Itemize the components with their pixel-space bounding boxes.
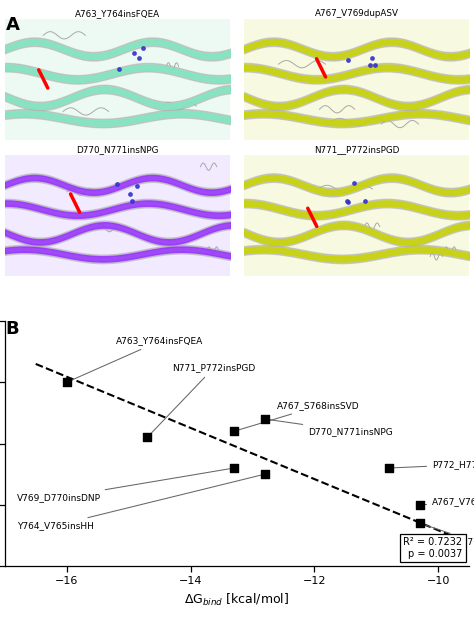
Point <box>350 178 358 188</box>
Point <box>127 189 134 199</box>
Point <box>344 197 352 207</box>
Point <box>344 55 351 65</box>
X-axis label: ΔG$_{bind}$ [kcal/mol]: ΔG$_{bind}$ [kcal/mol] <box>184 592 290 608</box>
Text: A767_V769dupASV: A767_V769dupASV <box>422 498 474 507</box>
Point <box>63 378 71 388</box>
Point <box>416 518 423 528</box>
Point <box>366 60 374 70</box>
Point <box>371 60 378 70</box>
Text: P772_H773insHV: P772_H773insHV <box>392 460 474 469</box>
Point <box>230 463 237 473</box>
Point <box>133 180 140 190</box>
Title: A763_Y764insFQEA: A763_Y764insFQEA <box>75 9 160 18</box>
Text: D770_N771insNPH: D770_N771insNPH <box>422 524 474 546</box>
Point <box>344 196 351 206</box>
Point <box>135 53 143 63</box>
Title: A767_V769dupASV: A767_V769dupASV <box>315 9 399 18</box>
Text: Y764_V765insHH: Y764_V765insHH <box>17 475 262 530</box>
Point <box>416 500 423 510</box>
Point <box>261 469 269 479</box>
Text: N771_P772insPGD: N771_P772insPGD <box>149 363 255 435</box>
Title: N771__P772insPGD: N771__P772insPGD <box>314 145 399 154</box>
Point <box>368 53 376 63</box>
Text: B: B <box>6 320 19 338</box>
Text: A: A <box>6 16 19 34</box>
Text: R² = 0.7232
p = 0.0037: R² = 0.7232 p = 0.0037 <box>403 537 462 559</box>
Point <box>261 414 269 424</box>
Point <box>362 197 369 207</box>
Point <box>114 179 121 189</box>
Point <box>116 64 123 74</box>
Point <box>139 43 146 53</box>
Text: A767_S768insSVD: A767_S768insSVD <box>237 401 360 430</box>
Text: V769_D770insDNP: V769_D770insDNP <box>17 468 231 502</box>
Point <box>144 432 151 442</box>
Text: A763_Y764insFQEA: A763_Y764insFQEA <box>69 337 203 381</box>
Point <box>385 463 392 473</box>
Point <box>128 196 136 206</box>
Point <box>130 49 137 58</box>
Point <box>230 426 237 436</box>
Title: D770_N771insNPG: D770_N771insNPG <box>76 145 159 154</box>
Text: D770_N771insNPG: D770_N771insNPG <box>268 419 393 436</box>
